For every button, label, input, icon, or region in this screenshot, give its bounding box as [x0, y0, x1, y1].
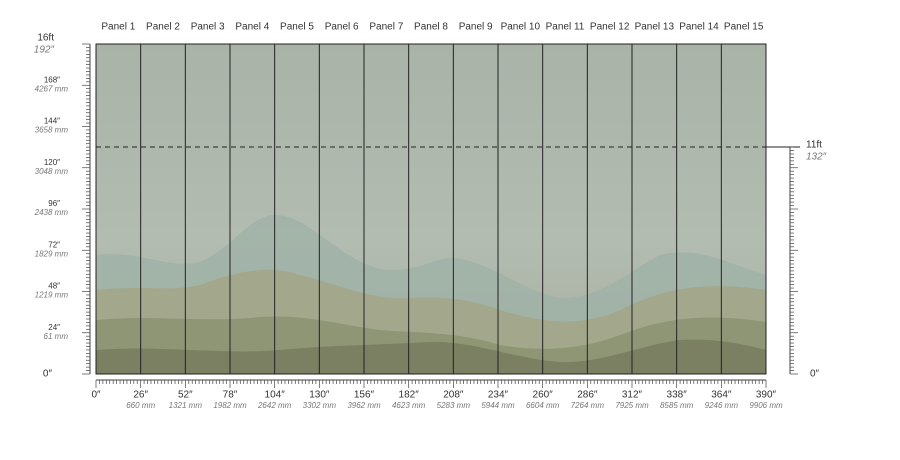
panel-label: Panel 10 [501, 22, 541, 33]
ruler-in: 168″ [44, 75, 60, 84]
ruler-mm: 8585 mm [660, 401, 694, 410]
ruler-in: 364″ [711, 390, 732, 401]
panel-label: Panel 3 [191, 22, 225, 33]
ruler-mm: 7264 mm [571, 401, 605, 410]
ruler-in: 234″ [488, 390, 509, 401]
ruler-mm: 5283 mm [437, 401, 471, 410]
mural-border [95, 43, 767, 375]
panel-label: Panel 8 [414, 22, 448, 33]
ruler-in: 24″ [48, 323, 60, 332]
ruler-mm: 5944 mm [481, 401, 515, 410]
ruler-in: 182″ [399, 390, 420, 401]
ruler-in: 72″ [48, 240, 60, 249]
ruler-in: 192″ [34, 45, 55, 56]
ruler-in: 144″ [44, 117, 60, 126]
ruler-in: 390″ [756, 390, 777, 401]
ruler-in: 104″ [265, 390, 286, 401]
ruler-mm: 3302 mm [303, 401, 337, 410]
panel-label: Panel 7 [369, 22, 403, 33]
mural [96, 44, 766, 374]
panel-label: Panel 14 [679, 22, 719, 33]
ruler-in: 52″ [178, 390, 193, 401]
panel-label: Panel 6 [325, 22, 359, 33]
ruler-in: 132″ [806, 152, 827, 163]
ruler-in: 156″ [354, 390, 375, 401]
ruler-in: 26″ [133, 390, 148, 401]
ruler-in: 0″ [810, 369, 820, 380]
ruler-in: 208″ [443, 390, 464, 401]
panel-label: Panel 12 [590, 22, 630, 33]
ruler-mm: 1829 mm [35, 249, 69, 258]
ruler-in: 78″ [223, 390, 238, 401]
ruler-in: 338″ [667, 390, 688, 401]
ruler-mm: 9246 mm [705, 401, 739, 410]
ruler-in: 0″ [91, 390, 101, 401]
ruler-mm: 7925 mm [615, 401, 649, 410]
ruler-mm: 660 mm [126, 401, 155, 410]
panel-label: Panel 5 [280, 22, 314, 33]
ruler-mm: 61 mm [44, 332, 69, 341]
panel-label: Panel 9 [459, 22, 493, 33]
ruler-mm: 4267 mm [35, 84, 69, 93]
ruler-mm: 3962 mm [347, 401, 381, 410]
ruler-in: 260″ [533, 390, 554, 401]
ruler-mm: 4623 mm [392, 401, 426, 410]
ruler-mm: 2438 mm [34, 208, 69, 217]
ruler-mm: 2642 mm [257, 401, 292, 410]
panel-label: Panel 1 [101, 22, 135, 33]
panel-label: Panel 15 [724, 22, 764, 33]
ruler-ft: 11ft [806, 140, 822, 151]
panel-label: Panel 2 [146, 22, 180, 33]
panel-label: Panel 13 [635, 22, 675, 33]
panel-label: Panel 11 [546, 22, 585, 33]
ruler-in: 48″ [48, 282, 60, 291]
ruler-mm: 3048 mm [35, 167, 69, 176]
ruler-ft: 16ft [37, 33, 54, 44]
ruler-mm: 9906 mm [749, 401, 783, 410]
panel-label: Panel 4 [235, 22, 269, 33]
ruler-in: 96″ [48, 199, 60, 208]
ruler-mm: 1982 mm [213, 401, 247, 410]
ruler-mm: 3658 mm [35, 126, 69, 135]
ruler-mm: 1219 mm [35, 291, 69, 300]
ruler-in: 312″ [622, 390, 643, 401]
ruler-mm: 6604 mm [526, 401, 560, 410]
ruler-in: 0″ [43, 369, 53, 380]
ruler-in: 120″ [44, 158, 60, 167]
ruler-in: 286″ [577, 390, 598, 401]
ruler-in: 130″ [309, 390, 330, 401]
ruler-mm: 1321 mm [169, 401, 203, 410]
